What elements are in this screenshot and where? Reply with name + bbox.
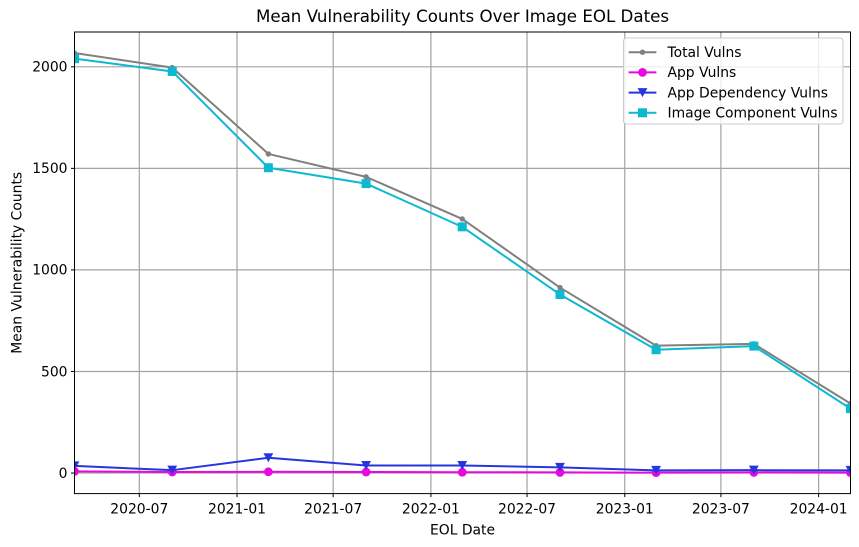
y-tick-label: 0 — [59, 466, 68, 482]
marker-app-vulns — [263, 467, 273, 477]
x-tick-label: 2023-07 — [692, 502, 750, 518]
marker-app-dependency-vulns — [74, 461, 80, 471]
legend-label-app-vulns: App Vulns — [668, 65, 737, 81]
marker-app-vulns — [74, 467, 79, 476]
legend-marker-app-vulns — [638, 68, 647, 77]
legend-marker-image-component-vulns — [638, 108, 647, 118]
x-tick-label: 2023-01 — [596, 502, 654, 518]
legend-marker-app-dependency-vulns — [637, 88, 648, 98]
y-axis-label: Mean Vulnerability Counts — [10, 172, 26, 354]
legend-label-app-dependency-vulns: App Dependency Vulns — [668, 85, 828, 101]
legend-box — [623, 37, 844, 125]
y-tick-label: 2000 — [32, 60, 67, 76]
marker-image-component-vulns — [749, 341, 759, 351]
legend-marker-total-vulns — [639, 49, 646, 55]
x-tick-label: 2021-01 — [208, 502, 266, 518]
marker-app-vulns — [457, 467, 467, 477]
marker-app-dependency-vulns — [361, 461, 371, 471]
legend-item-total-vulns: Total Vulns — [628, 45, 742, 61]
marker-image-component-vulns — [74, 54, 79, 64]
x-tick-label: 2020-07 — [110, 502, 168, 518]
legend-item-app-vulns: App Vulns — [628, 65, 737, 81]
marker-app-dependency-vulns — [651, 465, 662, 475]
plot-border — [74, 31, 851, 495]
x-tick-label: 2021-07 — [304, 502, 362, 518]
marker-app-dependency-vulns — [457, 461, 468, 471]
x-axis-label: EOL Date — [430, 522, 495, 538]
marker-image-component-vulns — [167, 66, 177, 76]
x-tick-label: 2022-07 — [498, 502, 556, 518]
marker-app-dependency-vulns — [748, 465, 759, 475]
legend-item-app-dependency-vulns: App Dependency Vulns — [628, 85, 828, 101]
y-tick-label: 1500 — [32, 161, 67, 177]
marker-image-component-vulns — [651, 345, 661, 355]
marker-image-component-vulns — [263, 163, 273, 173]
legend-item-image-component-vulns: Image Component Vulns — [628, 106, 838, 122]
marker-app-dependency-vulns — [845, 465, 851, 475]
marker-image-component-vulns — [846, 404, 851, 414]
marker-total-vulns — [363, 174, 369, 180]
series-image-component-vulns — [74, 54, 851, 414]
legend-label-image-component-vulns: Image Component Vulns — [668, 106, 838, 122]
x-tick-label: 2022-01 — [402, 502, 460, 518]
legend-label-total-vulns: Total Vulns — [667, 45, 742, 61]
marker-total-vulns — [557, 284, 563, 291]
marker-total-vulns — [459, 216, 465, 222]
marker-total-vulns — [265, 151, 272, 157]
marker-image-component-vulns — [361, 179, 371, 189]
marker-app-dependency-vulns — [263, 453, 274, 463]
y-tick-label: 500 — [41, 364, 67, 380]
marker-image-component-vulns — [555, 289, 565, 299]
x-tick-label: 2024-01 — [790, 502, 848, 518]
marker-app-vulns — [361, 467, 371, 477]
y-tick-label: 1000 — [32, 263, 67, 279]
marker-app-dependency-vulns — [555, 462, 565, 472]
marker-image-component-vulns — [457, 222, 467, 232]
marker-app-vulns — [555, 468, 565, 477]
chart-title: Mean Vulnerability Counts Over Image EOL… — [256, 7, 669, 26]
series-app-dependency-vulns — [74, 453, 851, 475]
marker-app-dependency-vulns — [167, 465, 178, 475]
